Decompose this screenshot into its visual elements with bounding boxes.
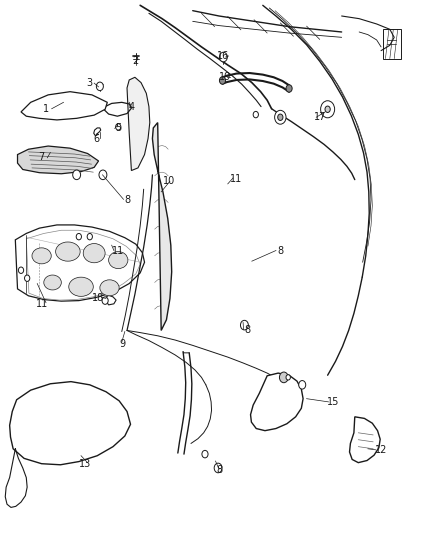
Polygon shape (152, 123, 172, 330)
Circle shape (25, 275, 30, 281)
Circle shape (116, 124, 121, 130)
Text: 1: 1 (43, 104, 49, 114)
Text: 15: 15 (327, 398, 339, 407)
Polygon shape (15, 225, 145, 301)
Ellipse shape (69, 277, 93, 296)
Ellipse shape (56, 242, 80, 261)
Ellipse shape (109, 252, 128, 269)
Circle shape (286, 85, 292, 92)
Text: 17: 17 (314, 112, 326, 122)
Text: 7: 7 (39, 152, 45, 162)
Polygon shape (127, 77, 150, 171)
Text: 3: 3 (87, 78, 93, 87)
FancyBboxPatch shape (383, 29, 401, 59)
Text: 8: 8 (277, 246, 283, 255)
Polygon shape (251, 373, 303, 431)
Text: 13: 13 (79, 459, 92, 469)
Ellipse shape (83, 244, 105, 263)
Text: 4: 4 (128, 102, 134, 111)
Polygon shape (10, 382, 131, 465)
Circle shape (253, 111, 258, 118)
Text: 12: 12 (375, 446, 387, 455)
Circle shape (73, 170, 81, 180)
Circle shape (299, 381, 306, 389)
Circle shape (219, 52, 227, 62)
Text: 8: 8 (216, 465, 222, 475)
Circle shape (214, 463, 222, 473)
Circle shape (76, 233, 81, 240)
Text: 11: 11 (35, 299, 48, 309)
Text: 10: 10 (162, 176, 175, 186)
Text: 5: 5 (115, 123, 121, 133)
Circle shape (275, 110, 286, 124)
Polygon shape (21, 92, 107, 120)
Ellipse shape (44, 275, 61, 290)
Text: 19: 19 (219, 72, 232, 82)
Circle shape (202, 450, 208, 458)
Polygon shape (350, 417, 380, 463)
Text: 8: 8 (124, 195, 130, 205)
Circle shape (279, 372, 288, 383)
Text: 16: 16 (217, 51, 230, 61)
Ellipse shape (32, 248, 51, 264)
Circle shape (321, 101, 335, 118)
Circle shape (99, 170, 107, 180)
Ellipse shape (100, 280, 119, 296)
Circle shape (18, 267, 24, 273)
Circle shape (240, 320, 248, 330)
Text: 18: 18 (92, 294, 105, 303)
Text: 9: 9 (120, 339, 126, 349)
Circle shape (87, 233, 92, 240)
Circle shape (102, 297, 108, 304)
Circle shape (219, 77, 226, 84)
Text: 11: 11 (230, 174, 243, 183)
Circle shape (278, 114, 283, 120)
Circle shape (286, 375, 290, 380)
Circle shape (96, 82, 103, 91)
Text: 6: 6 (93, 134, 99, 143)
Text: 8: 8 (244, 326, 251, 335)
Polygon shape (18, 146, 99, 174)
Text: 2: 2 (133, 56, 139, 66)
Text: 11: 11 (112, 246, 124, 255)
Circle shape (325, 106, 330, 112)
